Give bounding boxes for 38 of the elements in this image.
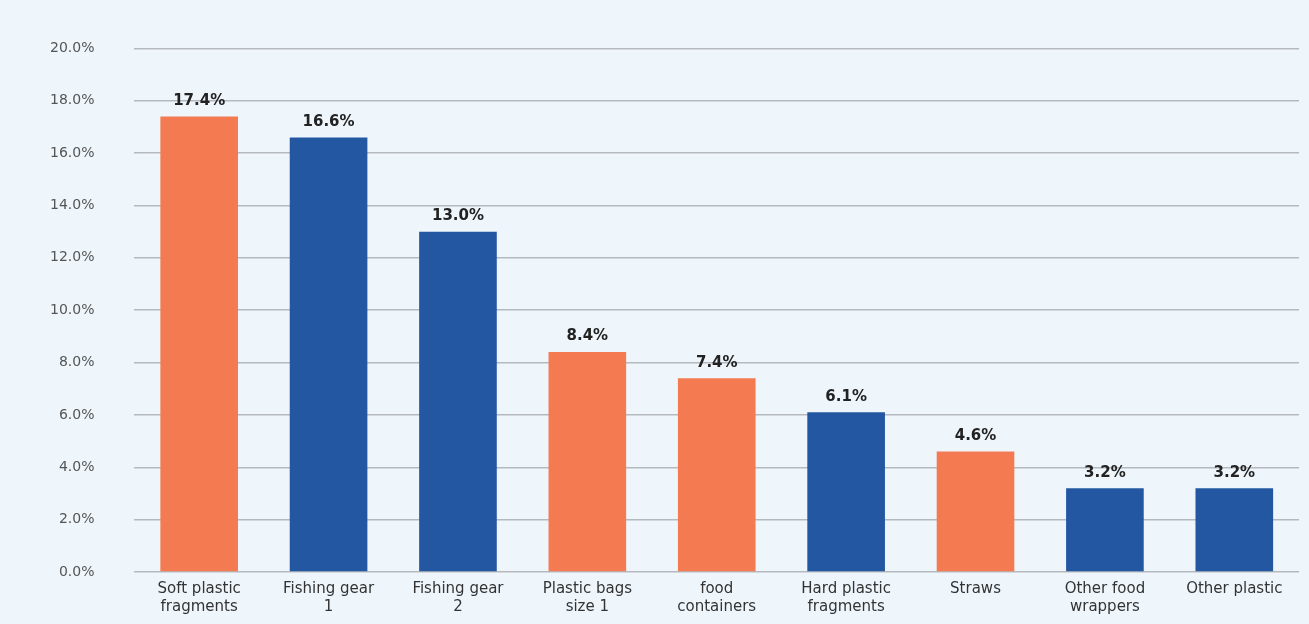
data-label: 3.2%	[1213, 462, 1256, 481]
data-label: 13.0%	[431, 206, 484, 225]
y-tick-label: 8.0%	[58, 353, 95, 370]
x-tick-label: Soft plastic fragments	[157, 578, 241, 615]
data-label: 16.6%	[302, 111, 355, 130]
x-tick-label: Straws	[950, 578, 1002, 597]
y-tick-label: 16.0%	[49, 143, 95, 160]
x-tick-label: food containers	[677, 578, 757, 615]
y-tick-label: 12.0%	[49, 248, 95, 265]
bar	[936, 451, 1015, 572]
data-label: 7.4%	[695, 352, 738, 371]
bar	[807, 412, 885, 572]
data-label: 3.2%	[1084, 462, 1126, 481]
bar	[1066, 488, 1144, 572]
bar	[677, 378, 756, 572]
y-tick-label: 18.0%	[49, 91, 95, 108]
y-tick-label: 0.0%	[58, 562, 95, 579]
y-tick-label: 14.0%	[49, 196, 95, 213]
data-label: 4.6%	[954, 425, 997, 444]
x-tick-label: Other food wrappers	[1064, 578, 1146, 615]
x-tick-label: Hard plastic fragments	[801, 578, 891, 615]
x-tick-label: Fishing gear 2	[412, 578, 505, 615]
bar	[1195, 488, 1274, 572]
bar	[419, 231, 497, 572]
y-tick-label: 6.0%	[58, 405, 95, 422]
bar	[289, 137, 368, 572]
x-tick-label: Fishing gear 1	[283, 578, 375, 615]
x-tick-label: Other plastic	[1186, 578, 1283, 597]
y-tick-label: 20.0%	[49, 39, 95, 56]
y-tick-label: 4.0%	[58, 457, 95, 474]
data-label: 8.4%	[566, 326, 609, 345]
bar	[160, 116, 238, 572]
data-label: 17.4%	[173, 90, 226, 109]
data-label: 6.1%	[825, 386, 867, 405]
bar	[548, 352, 627, 572]
y-tick-label: 2.0%	[58, 510, 95, 527]
x-tick-label: Plastic bags size 1	[542, 578, 633, 615]
y-tick-label: 10.0%	[49, 300, 95, 317]
